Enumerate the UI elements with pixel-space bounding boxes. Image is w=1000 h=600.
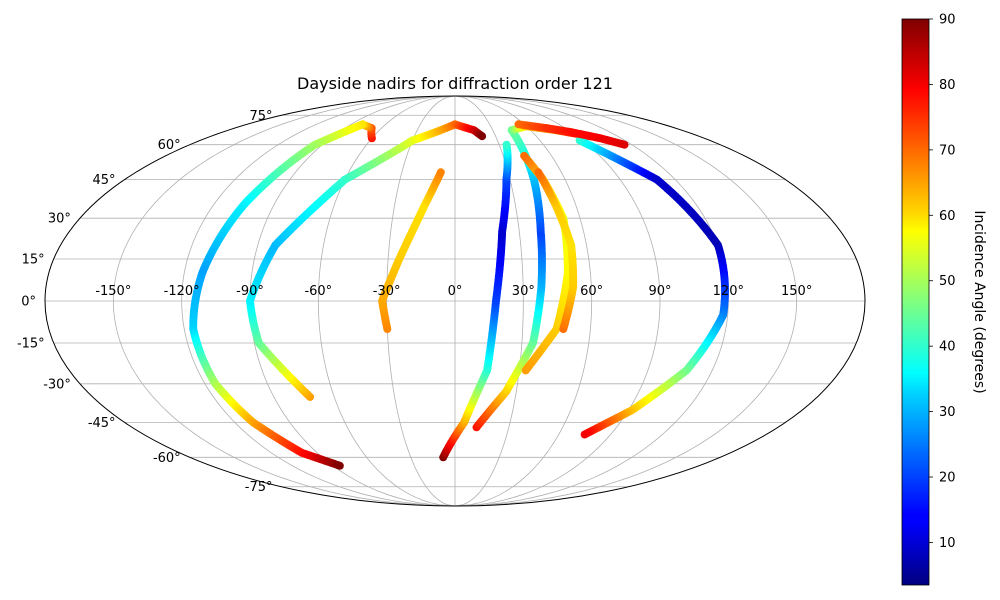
data-point: [620, 140, 629, 149]
y-tick-label: 75°: [249, 109, 272, 124]
y-tick-label: -75°: [245, 480, 273, 495]
x-tick-label: 0°: [448, 284, 463, 299]
colorbar: 10 20 30 40 50 60 70 80 90 Incidence Angle (degr…: [901, 13, 987, 586]
data-point: [436, 168, 445, 177]
data-point: [534, 168, 543, 177]
chart-title: Dayside nadirs for diffraction order 121: [297, 74, 613, 93]
y-tick-label: 60°: [158, 138, 181, 153]
map-grid: [45, 96, 865, 506]
gridline-meridian: [112, 96, 456, 506]
x-tick-label: -60°: [304, 284, 332, 299]
x-tick-label: 150°: [781, 284, 812, 299]
y-tick-label: 45°: [93, 173, 116, 188]
colorbar-tick-label: 90: [939, 13, 956, 28]
colorbar-tick-label: 60: [939, 209, 956, 224]
gridline-meridian: [181, 96, 456, 506]
x-tick-label: 30°: [512, 284, 535, 299]
gridline-meridian: [454, 96, 524, 506]
colorbar-tick-label: 50: [939, 274, 956, 289]
y-tick-label: -45°: [88, 416, 116, 431]
x-tick-label: 90°: [648, 284, 671, 299]
colorbar-gradient: [901, 18, 930, 586]
x-tick-label: 60°: [580, 284, 603, 299]
data-point: [502, 140, 511, 149]
data-point: [335, 461, 344, 470]
data-point: [520, 151, 529, 160]
data-point: [478, 132, 487, 141]
y-tick-label: 30°: [48, 212, 71, 227]
data-points: [189, 120, 730, 470]
colorbar-tick-label: 80: [939, 78, 956, 93]
x-tick-label: -120°: [164, 284, 200, 299]
y-tick-label: -60°: [153, 451, 181, 466]
x-tick-label: -90°: [236, 284, 264, 299]
data-point: [580, 430, 589, 439]
gridline-meridian: [317, 96, 456, 506]
colorbar-tick-label: 10: [939, 536, 956, 551]
colorbar-tick-label: 20: [939, 471, 956, 486]
y-tick-label: 15°: [22, 253, 45, 268]
map-boundary: [44, 95, 866, 507]
x-tick-label: -150°: [95, 284, 131, 299]
x-tick-label: 120°: [713, 284, 744, 299]
x-tick-label: -30°: [373, 284, 401, 299]
colorbar-ticks: 10 20 30 40 50 60 70 80 90: [929, 13, 956, 551]
colorbar-tick-label: 70: [939, 143, 956, 158]
y-tick-label: -30°: [43, 377, 71, 392]
colorbar-label: Incidence Angle (degrees): [971, 210, 987, 393]
colorbar-tick-label: 40: [939, 340, 956, 355]
tick-labels: -150° -120° -90° -60° -30° 0° 30° 60° 90° 120° 150…: [17, 109, 812, 495]
gridline-meridian: [454, 96, 798, 506]
gridline-meridian: [454, 96, 593, 506]
y-tick-label: 0°: [21, 295, 36, 310]
colorbar-tick-label: 30: [939, 405, 956, 420]
y-tick-label: -15°: [17, 336, 45, 351]
